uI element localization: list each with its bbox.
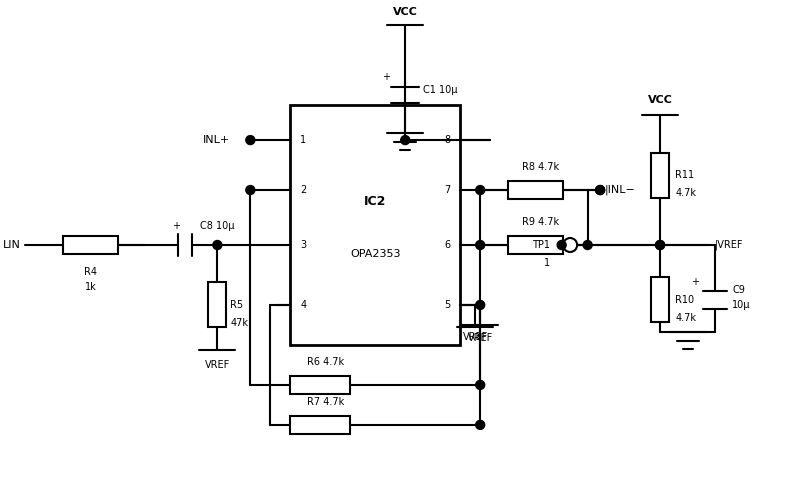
Text: C8 10μ: C8 10μ (200, 221, 235, 231)
Text: TP1: TP1 (532, 240, 550, 250)
Text: VREF: VREF (467, 333, 493, 343)
Circle shape (557, 241, 566, 249)
Text: VCC: VCC (393, 7, 417, 17)
Text: OPA2353: OPA2353 (350, 249, 401, 259)
Text: 1: 1 (300, 135, 307, 145)
Text: VREF: VREF (463, 332, 488, 342)
Text: LIN: LIN (2, 240, 21, 250)
Text: R7 4.7k: R7 4.7k (307, 397, 344, 407)
Text: C9: C9 (732, 285, 745, 295)
Bar (291, 105, 460, 345)
Text: R6 4.7k: R6 4.7k (307, 357, 344, 367)
Bar (291, 376, 350, 394)
Circle shape (563, 238, 577, 252)
Text: VCC: VCC (648, 95, 672, 105)
Bar (508, 181, 562, 199)
Text: R5: R5 (230, 300, 243, 310)
Circle shape (476, 381, 485, 390)
Bar (651, 278, 669, 322)
Circle shape (246, 186, 255, 195)
Text: INL+: INL+ (203, 135, 230, 145)
Circle shape (596, 186, 604, 195)
Bar (651, 152, 669, 198)
Bar (63, 236, 118, 254)
Circle shape (596, 186, 604, 195)
Text: C1 10μ: C1 10μ (423, 85, 458, 95)
Bar (208, 283, 227, 328)
Circle shape (246, 136, 255, 145)
Text: 8: 8 (444, 135, 450, 145)
Circle shape (656, 241, 664, 249)
Text: 7: 7 (444, 185, 450, 195)
Bar (508, 236, 562, 254)
Circle shape (213, 241, 222, 249)
Circle shape (476, 300, 485, 309)
Circle shape (476, 241, 485, 249)
Text: 3: 3 (300, 240, 307, 250)
Text: 4.7k: 4.7k (675, 188, 696, 198)
Text: 1: 1 (544, 258, 550, 268)
Text: |INL−: |INL− (605, 185, 636, 196)
Text: VREF: VREF (205, 360, 230, 370)
Text: R4: R4 (84, 267, 97, 277)
Circle shape (401, 136, 409, 145)
Circle shape (476, 420, 485, 429)
Text: R10: R10 (675, 295, 695, 305)
Text: |VREF: |VREF (715, 240, 744, 250)
Text: IC2: IC2 (364, 195, 386, 207)
Text: 2: 2 (300, 185, 307, 195)
Text: R8 4.7k: R8 4.7k (522, 162, 558, 172)
Text: R11: R11 (675, 170, 695, 180)
Text: 1k: 1k (85, 282, 97, 292)
Text: +: + (691, 277, 699, 287)
Text: 10μ: 10μ (732, 300, 751, 310)
Circle shape (583, 241, 592, 249)
Text: 5: 5 (444, 300, 450, 310)
Text: R9 4.7k: R9 4.7k (522, 217, 558, 227)
Text: 4.7k: 4.7k (675, 313, 696, 323)
Text: 47k: 47k (230, 318, 249, 328)
Text: +: + (383, 72, 390, 82)
Text: 4: 4 (300, 300, 307, 310)
Text: 6: 6 (444, 240, 450, 250)
Circle shape (476, 186, 485, 195)
Text: +: + (173, 221, 181, 231)
Circle shape (656, 241, 664, 249)
Bar (291, 416, 350, 434)
